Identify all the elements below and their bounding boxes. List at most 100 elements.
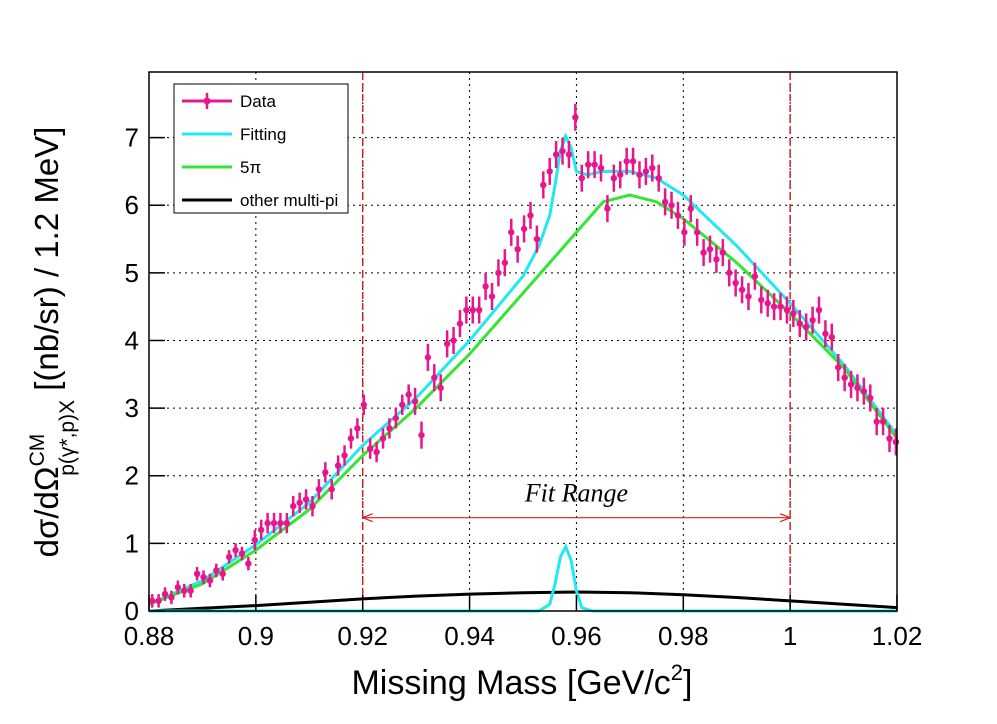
y-tick-label: 1 — [125, 528, 139, 558]
data-point — [482, 283, 489, 290]
data-point — [879, 418, 887, 425]
data-point — [456, 320, 464, 327]
data-point — [463, 306, 470, 314]
x-label-sup: 2 — [671, 660, 683, 685]
data-point — [277, 519, 284, 527]
data-point — [751, 273, 759, 280]
y-label-main: dσ/dΩ — [28, 466, 65, 557]
data-point — [770, 303, 778, 310]
y-label-sub: p(γ*,p)X — [56, 400, 79, 476]
data-point — [527, 212, 534, 219]
x-tick-label: 0.98 — [658, 621, 709, 651]
data-point — [264, 519, 271, 527]
x-tick-label: 0.9 — [238, 621, 274, 651]
grid — [149, 72, 897, 611]
marks: Fit Range — [148, 72, 900, 613]
data-point — [213, 567, 220, 574]
frame — [148, 71, 898, 612]
data-point — [642, 168, 650, 175]
data-point — [578, 174, 585, 182]
x-tick-label: 1.02 — [872, 621, 923, 651]
data-point — [835, 364, 842, 371]
data-point — [796, 320, 803, 327]
data-point — [283, 519, 291, 527]
data-point — [334, 462, 342, 469]
y-tick-label: 6 — [125, 190, 139, 220]
fit-range-label: Fit Range — [524, 479, 628, 508]
data-point — [726, 269, 733, 277]
data-point — [251, 536, 258, 544]
data-point — [392, 415, 400, 422]
y-tick-label: 7 — [125, 123, 139, 153]
data-point — [475, 306, 483, 314]
data-point — [860, 388, 868, 395]
data-point — [411, 398, 419, 405]
curve — [149, 543, 897, 613]
data-point — [386, 425, 393, 432]
data-point — [790, 310, 797, 317]
legend-label: Data — [240, 92, 276, 111]
data-point — [514, 245, 521, 253]
y-tick-label: 4 — [125, 325, 139, 355]
y-tick-label: 2 — [125, 461, 139, 491]
data-point — [431, 374, 438, 381]
data-point — [604, 205, 611, 212]
data-point — [802, 323, 810, 331]
data-point — [719, 249, 727, 256]
data-point — [610, 174, 618, 182]
x-tick-label: 0.94 — [444, 621, 495, 651]
data-point — [540, 181, 547, 189]
data-point — [399, 401, 406, 408]
data-point — [520, 225, 528, 233]
data-point — [219, 570, 226, 578]
data-point — [617, 171, 624, 178]
data-point — [687, 205, 694, 212]
data-point — [508, 229, 515, 236]
data-point — [270, 519, 278, 527]
y-label-unit: [(nb/sr) / 1.2 MeV] — [28, 127, 65, 400]
legend: Data Fitting 5π other multi-pi — [173, 83, 349, 214]
data-point — [732, 279, 739, 287]
y-axis-label: dσ/dΩCM p(γ*,p)X [(nb/sr) / 1.2 MeV] — [26, 127, 79, 558]
y-tick-label: 3 — [125, 393, 139, 423]
y-tick-label: 0 — [125, 596, 139, 626]
data-point — [706, 245, 714, 253]
arrow-head — [362, 513, 791, 523]
legend-label: 5π — [240, 158, 261, 177]
data-point — [328, 486, 335, 493]
x-axis-label: Missing Mass [GeV/c2] — [351, 660, 692, 702]
data-point — [572, 114, 579, 121]
data-point — [758, 296, 765, 304]
data-point — [661, 198, 669, 206]
data-point — [174, 584, 182, 591]
data-point — [341, 452, 348, 459]
data-point — [828, 333, 836, 341]
data-point — [347, 435, 355, 442]
data-point — [713, 256, 720, 263]
data-point — [867, 394, 874, 402]
data-point — [636, 171, 643, 178]
data-point — [354, 425, 361, 432]
x-tick-label: 0.96 — [551, 621, 602, 651]
data-point — [373, 448, 380, 456]
data-point — [155, 597, 162, 605]
data-point — [443, 340, 451, 348]
y-tick-label: 5 — [125, 258, 139, 288]
data-point — [200, 573, 207, 581]
data-point — [469, 306, 476, 314]
data-point — [783, 306, 791, 314]
data-point — [649, 164, 656, 172]
x-tick-label: 0.88 — [124, 621, 175, 651]
y-label-sup: CM — [26, 434, 49, 467]
data-point — [245, 560, 252, 567]
data-point — [623, 158, 630, 165]
data-point — [290, 502, 297, 510]
data-point — [681, 229, 688, 236]
data-point — [668, 202, 675, 209]
data-point — [841, 374, 848, 381]
x-label-text: Missing Mass [GeV/c — [351, 664, 670, 702]
data-point — [187, 587, 194, 594]
data-point — [655, 174, 662, 182]
